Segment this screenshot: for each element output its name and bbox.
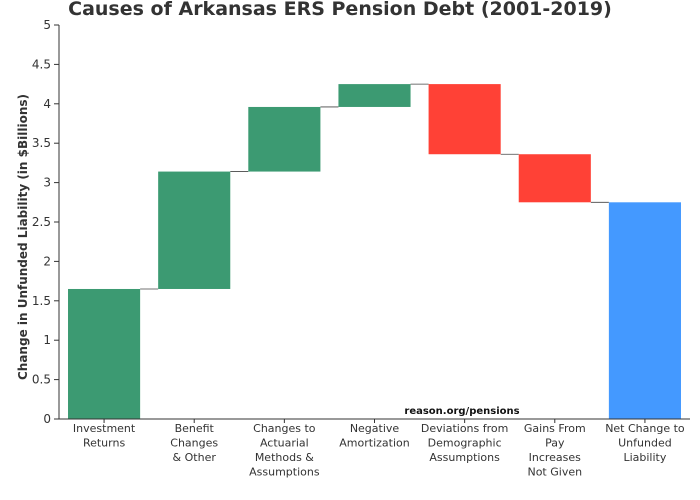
x-tick-label: Methods & — [255, 451, 314, 464]
y-tick-label: 2 — [43, 254, 51, 268]
x-tick-label: Gains From — [524, 422, 586, 435]
y-axis-label: Change in Unfunded Liability (in $Billio… — [16, 94, 30, 380]
x-tick-label: Changes to — [253, 422, 316, 435]
x-tick-label: Actuarial — [260, 437, 309, 450]
y-tick-label: 3 — [43, 176, 51, 190]
bar-decrease — [428, 84, 501, 155]
y-tick-label: 1 — [43, 333, 51, 347]
x-tick-label: Unfunded — [618, 437, 672, 450]
x-tick-label: Pay — [545, 437, 565, 450]
y-tick-label: 4.5 — [32, 57, 51, 71]
bar-increase — [248, 106, 321, 172]
x-tick-label: Not Given — [527, 466, 582, 479]
x-tick-label: Net Change to — [605, 422, 685, 435]
x-tick-label: Assumptions — [429, 451, 500, 464]
x-tick-label: Benefit — [175, 422, 215, 435]
bar-increase — [338, 84, 411, 107]
bar-total — [608, 202, 681, 419]
y-tick-label: 2.5 — [32, 215, 51, 229]
x-tick-label: Negative — [350, 422, 400, 435]
x-tick-label: Returns — [83, 437, 126, 450]
waterfall-bars — [68, 84, 681, 419]
x-tick-label: & Other — [173, 451, 217, 464]
y-tick-label: 0.5 — [32, 373, 51, 387]
bar-increase — [68, 288, 141, 419]
chart-title: Causes of Arkansas ERS Pension Debt (200… — [68, 0, 612, 20]
waterfall-connectors — [140, 83, 609, 290]
y-tick-label: 0 — [43, 412, 51, 426]
bar-increase — [158, 171, 231, 289]
x-tick-label: Deviations from — [421, 422, 508, 435]
x-tick-label: Changes — [170, 437, 218, 450]
y-tick-label: 5 — [43, 18, 51, 32]
source-note: reason.org/pensions — [404, 406, 519, 417]
y-axis-ticks: 0 0.5 1 1.5 2 2.5 3 3.5 4 4.5 5 — [32, 18, 59, 426]
x-tick-label: Amortization — [339, 437, 409, 450]
x-tick-label: Demographic — [428, 437, 502, 450]
x-axis-labels: Investment Returns Benefit Changes& Other Ch… — [73, 419, 685, 479]
x-tick-label: Assumptions — [249, 466, 320, 479]
y-tick-label: 3.5 — [32, 136, 51, 150]
x-tick-label: Liability — [623, 451, 666, 464]
x-tick-label: Investment — [73, 422, 136, 435]
y-tick-label: 4 — [43, 97, 51, 111]
bar-decrease — [518, 154, 591, 203]
x-tick-label: Increases — [529, 451, 582, 464]
y-tick-label: 1.5 — [32, 294, 51, 308]
